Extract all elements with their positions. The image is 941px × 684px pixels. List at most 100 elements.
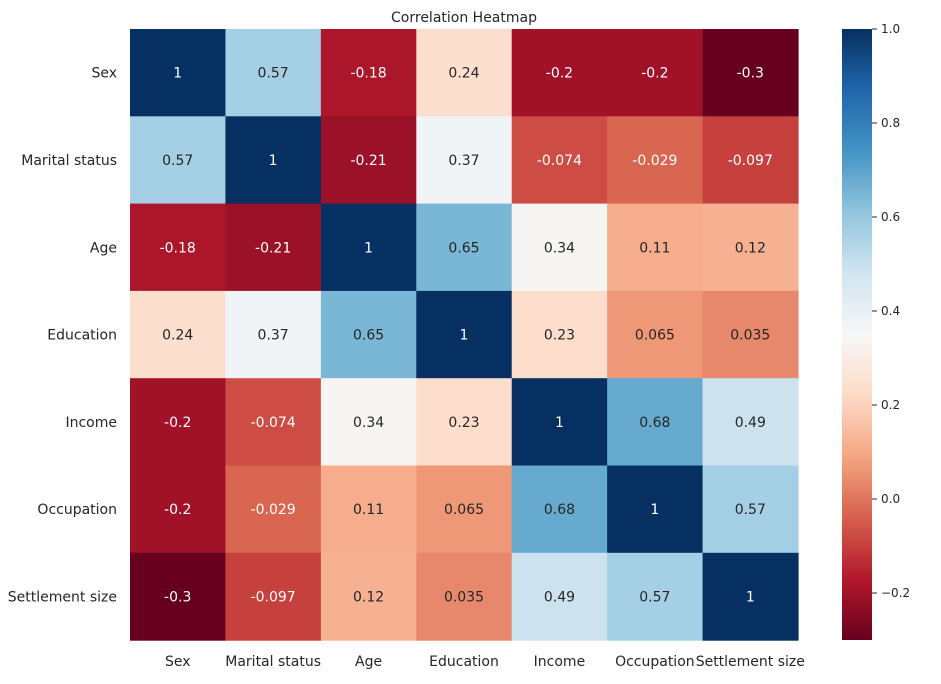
heatmap-cell (225, 290, 322, 379)
heatmap-cell (702, 552, 799, 641)
heatmap-cell (130, 552, 227, 641)
heatmap-cell-label: 0.065 (635, 328, 675, 344)
heatmap-cell-label: -0.2 (164, 415, 191, 431)
heatmap-cell (511, 116, 608, 205)
heatmap-cell-label: 1 (555, 415, 564, 431)
heatmap-cell-label: 0.65 (448, 240, 479, 256)
heatmap-cell-label: -0.2 (641, 66, 668, 82)
y-tick-label: Age (90, 240, 117, 256)
heatmap-cell-label: 0.49 (735, 415, 766, 431)
chart-title: Correlation Heatmap (391, 10, 537, 26)
y-axis-tick-labels: Sex Marital status Age Education Income Occup… (8, 66, 117, 606)
heatmap-cell (607, 29, 704, 117)
heatmap-cell-label: -0.074 (251, 415, 296, 431)
x-tick-label: Income (534, 654, 586, 670)
heatmap-cell-label: 0.12 (353, 589, 384, 605)
colorbar: 1.0 0.8 0.6 0.4 0.2 0.0 −0.2 (842, 22, 910, 640)
heatmap-cell-label: -0.18 (350, 66, 386, 82)
heatmap-cell (607, 465, 704, 554)
heatmap-cell-label: 0.065 (444, 502, 484, 518)
heatmap-cell (416, 203, 513, 292)
heatmap-cell-label: -0.097 (251, 589, 296, 605)
colorbar-tick-label: 0.2 (881, 398, 900, 412)
colorbar-tick-label: −0.2 (881, 586, 910, 600)
heatmap-cell-label: 0.035 (730, 328, 770, 344)
heatmap-cell-label: 0.65 (353, 328, 384, 344)
heatmap-cell (416, 290, 513, 379)
heatmap-cell (225, 116, 322, 205)
heatmap-cell (702, 465, 799, 554)
heatmap-cells (130, 29, 799, 641)
heatmap-cell (320, 290, 417, 379)
y-tick-label: Education (47, 328, 117, 344)
heatmap-cell (702, 290, 799, 379)
colorbar-gradient (842, 29, 872, 640)
heatmap-cell (416, 378, 513, 467)
heatmap-cell (320, 378, 417, 467)
colorbar-tick-label: 0.0 (881, 492, 900, 506)
heatmap-cell-label: 0.23 (544, 328, 575, 344)
x-tick-label: Marital status (225, 654, 321, 670)
heatmap-cell (416, 29, 513, 117)
heatmap-cell-label: -0.21 (255, 240, 291, 256)
x-tick-label: Occupation (615, 654, 695, 670)
heatmap-cell (130, 116, 227, 205)
heatmap-cell (511, 203, 608, 292)
y-tick-label: Marital status (21, 153, 117, 169)
x-tick-label: Education (429, 654, 499, 670)
heatmap-cell (130, 290, 227, 379)
heatmap-cell (225, 203, 322, 292)
heatmap-cell (320, 116, 417, 205)
heatmap-cell-label: 0.57 (639, 589, 670, 605)
heatmap-cell-label: 0.68 (544, 502, 575, 518)
heatmap-cell-label: -0.18 (160, 240, 196, 256)
heatmap-cell (320, 203, 417, 292)
heatmap-cell-label: -0.2 (164, 502, 191, 518)
heatmap-cell-label: 0.49 (544, 589, 575, 605)
y-tick-label: Income (65, 415, 117, 431)
heatmap-cell-label: 1 (650, 502, 659, 518)
heatmap-cell (320, 465, 417, 554)
heatmap-cell (225, 378, 322, 467)
heatmap-cell (702, 29, 799, 117)
x-tick-label: Age (355, 654, 382, 670)
colorbar-ticks: 1.0 0.8 0.6 0.4 0.2 0.0 −0.2 (872, 22, 910, 600)
heatmap-cell (607, 552, 704, 641)
heatmap-cell-label: -0.2 (546, 66, 573, 82)
heatmap-cell (130, 378, 227, 467)
heatmap-cell-label: 0.57 (735, 502, 766, 518)
heatmap-cell (225, 465, 322, 554)
heatmap-cell-label: 1 (364, 240, 373, 256)
x-tick-label: Sex (165, 654, 191, 670)
heatmap-cell (320, 552, 417, 641)
colorbar-tick-label: 0.8 (881, 116, 900, 130)
heatmap-cell (511, 290, 608, 379)
heatmap-cell (607, 203, 704, 292)
heatmap-cell-label: 1 (746, 589, 755, 605)
heatmap-cell (130, 203, 227, 292)
colorbar-tick-label: 1.0 (881, 22, 900, 36)
heatmap-cell (607, 116, 704, 205)
heatmap-cell-label: -0.3 (737, 66, 764, 82)
heatmap-cell (416, 116, 513, 205)
heatmap-cell-label: 0.34 (353, 415, 384, 431)
heatmap-cell-label: 1 (173, 66, 182, 82)
heatmap-cell-label: 0.68 (639, 415, 670, 431)
heatmap-cell-label: 1 (460, 328, 469, 344)
heatmap-cell (607, 290, 704, 379)
heatmap-cell-label: -0.097 (728, 153, 773, 169)
heatmap-cell-label: 0.57 (162, 153, 193, 169)
heatmap-cell-label: 0.11 (353, 502, 384, 518)
heatmap-cell-label: 0.57 (258, 66, 289, 82)
heatmap-cell (225, 552, 322, 641)
heatmap-cell-label: -0.029 (632, 153, 677, 169)
heatmap-cell (511, 29, 608, 117)
heatmap-cell-label: 0.23 (448, 415, 479, 431)
heatmap-cell-label: 0.24 (162, 328, 193, 344)
heatmap-cell-label: 0.24 (448, 66, 479, 82)
heatmap-cell-label: 1 (269, 153, 278, 169)
heatmap-cell-label: 0.11 (639, 240, 670, 256)
x-axis-tick-labels: Sex Marital status Age Education Income Occup… (165, 654, 805, 670)
heatmap-cell (320, 29, 417, 117)
